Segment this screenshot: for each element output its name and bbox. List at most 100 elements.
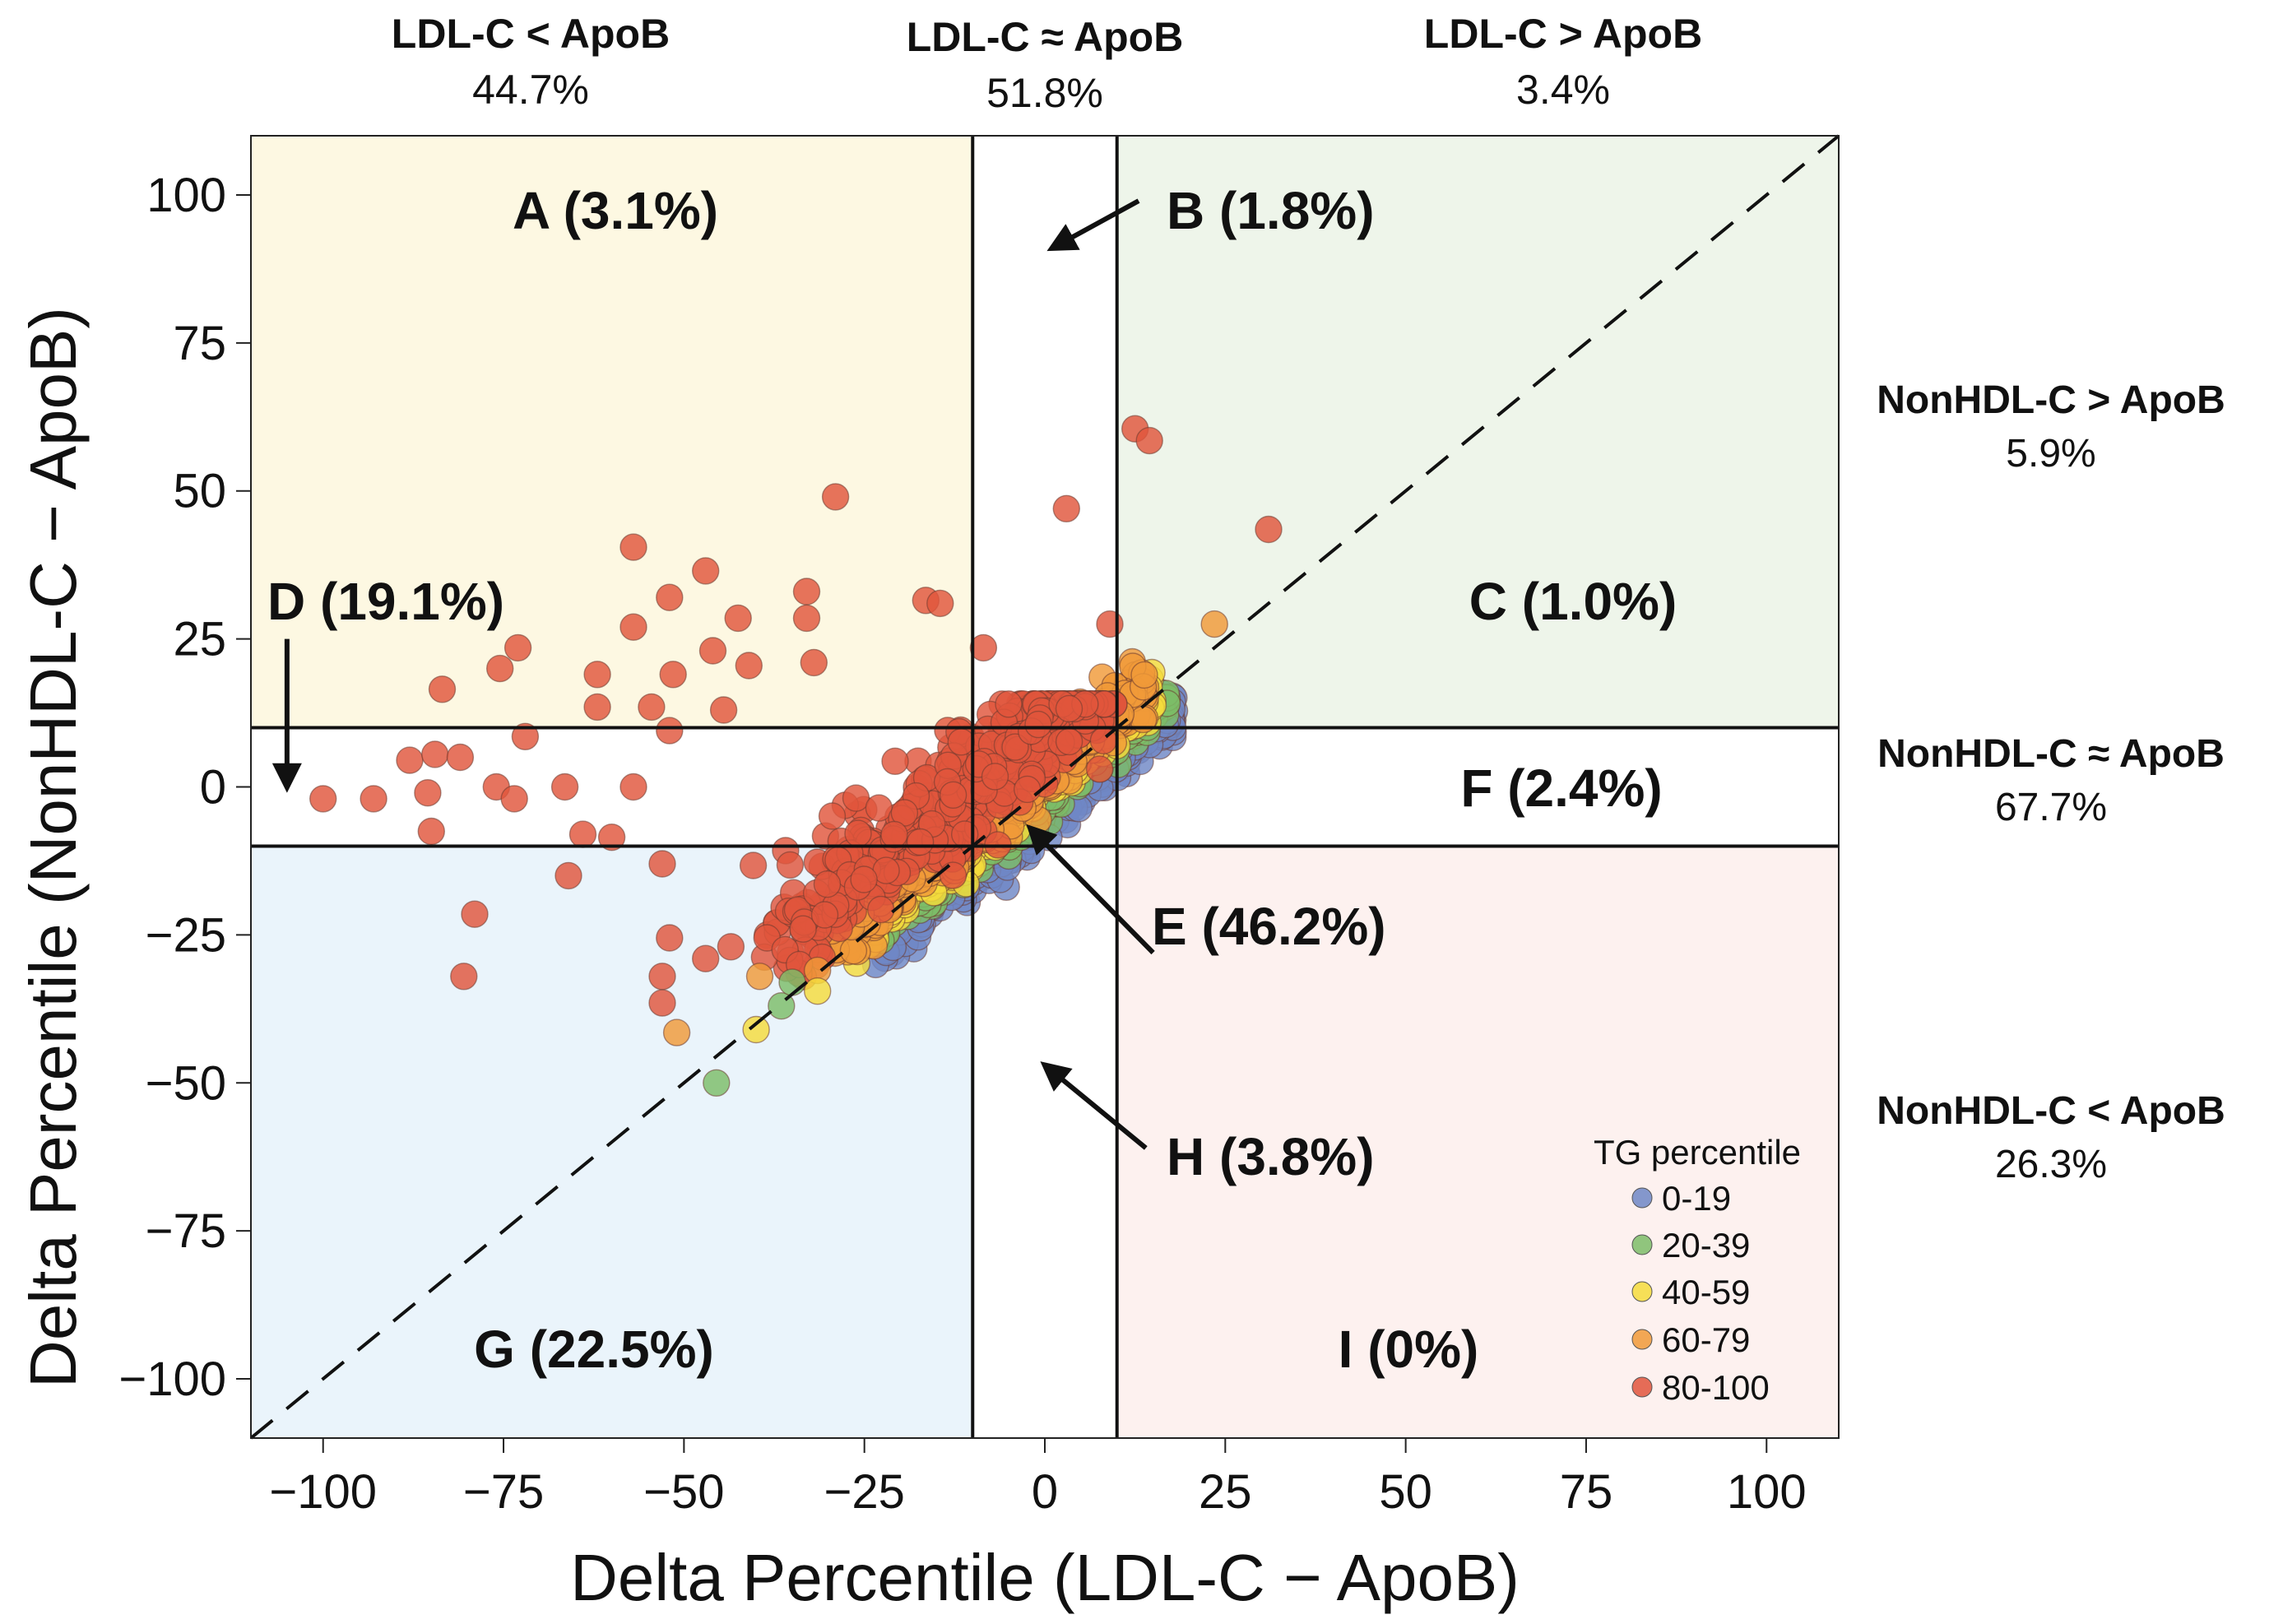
x-tick-label: 100 <box>1727 1465 1807 1519</box>
outlier-point <box>648 963 676 991</box>
region-label-e: E (46.2%) <box>1152 897 1386 956</box>
cluster-point-tg-4 <box>939 781 967 809</box>
legend-label-80-100: 80-100 <box>1662 1368 1770 1407</box>
row-pct-nonhdl-lt-apob: 26.3% <box>1995 1143 2107 1186</box>
cluster-point-tg-4 <box>818 802 847 830</box>
outlier-point <box>568 820 597 848</box>
outlier-point <box>969 633 998 662</box>
region-bg-b <box>972 136 1117 728</box>
outlier-point <box>778 968 806 996</box>
x-tick-label: −50 <box>643 1465 724 1519</box>
y-tick-label: −100 <box>118 1353 226 1406</box>
col-header-ldl-approx-apob: LDL-C ≈ ApoB <box>907 14 1184 60</box>
outlier-point <box>360 785 387 813</box>
arrow-to-h <box>1040 1061 1148 1150</box>
region-bg-f <box>1116 727 1839 847</box>
outlier-point <box>511 722 540 750</box>
outlier-point <box>804 977 832 1005</box>
row-header-nonhdl-lt-apob: NonHDL-C < ApoB <box>1877 1089 2225 1133</box>
outlier-point <box>800 648 828 677</box>
row-header-nonhdl-approx-apob: NonHDL-C ≈ ApoB <box>1877 732 2225 776</box>
outlier-point <box>414 779 442 807</box>
outlier-point <box>1096 610 1124 638</box>
outlier-point <box>735 652 763 680</box>
outlier-point <box>450 963 478 991</box>
cluster-point-tg-4 <box>995 690 1023 718</box>
outlier-point <box>500 785 528 813</box>
outlier-point <box>821 483 850 511</box>
row-pct-nonhdl-approx-apob: 67.7% <box>1995 786 2107 829</box>
annotations <box>271 198 1155 1150</box>
outlier-point <box>417 817 445 846</box>
outlier-point <box>1135 426 1163 455</box>
outlier-point <box>550 773 579 801</box>
cluster-point-tg-4 <box>981 763 1009 791</box>
cluster-point-tg-4 <box>850 865 878 893</box>
y-axis-label: Delta Percentile (NonHDL-C − ApoB) <box>16 307 90 1388</box>
y-tick-label: −50 <box>146 1056 226 1110</box>
outlier-point <box>648 850 676 878</box>
col-header-ldl-gt-apob: LDL-C > ApoB <box>1424 11 1702 57</box>
x-tick-label: −75 <box>463 1465 544 1519</box>
cluster-point-tg-4 <box>906 828 935 856</box>
x-tick-label: −25 <box>824 1465 904 1519</box>
outlier-point <box>597 824 626 851</box>
cluster-point-tg-4 <box>844 819 872 847</box>
region-label-i: I (0%) <box>1339 1320 1479 1379</box>
x-tick-label: −100 <box>269 1465 377 1519</box>
outlier-point <box>709 696 738 724</box>
outlier-point <box>638 693 666 722</box>
identity-dashed-line <box>249 134 1840 1440</box>
outlier-point <box>926 589 954 618</box>
col-pct-ldl-approx-apob: 51.8% <box>986 70 1103 116</box>
x-axis-label: Delta Percentile (LDL-C − ApoB) <box>570 1541 1520 1614</box>
legend-title: TG percentile <box>1594 1133 1801 1172</box>
region-label-d: D (19.1%) <box>267 572 504 631</box>
cluster-point-tg-4 <box>1055 727 1083 756</box>
cluster-point-tg-4 <box>1013 775 1042 804</box>
cluster-point-tg-4 <box>866 895 895 924</box>
outlier-point <box>619 773 647 801</box>
x-tick-label: 75 <box>1560 1465 1613 1519</box>
outlier-point <box>461 900 489 928</box>
y-tick-label: 0 <box>200 761 226 814</box>
outlier-point <box>428 675 457 703</box>
region-label-a: A (3.1%) <box>513 181 718 240</box>
legend-swatch-80-100 <box>1631 1376 1653 1398</box>
outlier-point <box>724 604 752 633</box>
outlier-point <box>421 740 449 768</box>
outlier-point <box>792 578 821 606</box>
cutoff-lines <box>249 134 1840 1440</box>
cluster-point-tg-3 <box>1130 661 1158 689</box>
outlier-point <box>554 861 582 890</box>
y-tick-label: −75 <box>146 1204 226 1258</box>
col-header-ldl-lt-apob: LDL-C < ApoB <box>392 11 670 57</box>
cluster-point-tg-4 <box>776 851 805 879</box>
outlier-point <box>656 717 684 745</box>
legend-label-0-19: 0-19 <box>1662 1179 1731 1218</box>
region-bg-a <box>251 136 973 728</box>
axes: −100 −75 −50 −25 0 25 50 75 100 100 75 50 25 0 −25 −50 −… <box>118 135 1840 1519</box>
region-label-f: F (2.4%) <box>1460 759 1662 818</box>
outlier-point <box>659 661 687 689</box>
cluster-point-tg-4 <box>789 915 817 943</box>
legend-label-60-79: 60-79 <box>1662 1320 1750 1359</box>
outlier-point <box>717 933 745 961</box>
outlier-point <box>745 963 774 991</box>
x-tick-label: 50 <box>1379 1465 1432 1519</box>
outlier-point <box>792 604 821 633</box>
outlier-point <box>619 613 647 641</box>
cluster-point-tg-4 <box>947 728 976 756</box>
region-label-c: C (1.0%) <box>1469 572 1677 631</box>
region-bg-h <box>972 846 1117 1438</box>
outlier-point <box>656 924 684 952</box>
y-tick-label: 75 <box>173 317 226 370</box>
outlier-point <box>742 1015 770 1044</box>
region-bg-i <box>1116 846 1839 1438</box>
cluster-point-tg-4 <box>880 820 908 849</box>
region-label-g: G (22.5%) <box>474 1320 714 1379</box>
cluster-point-tg-4 <box>813 870 842 898</box>
legend-swatch-60-79 <box>1631 1329 1653 1350</box>
outlier-point <box>692 944 720 972</box>
